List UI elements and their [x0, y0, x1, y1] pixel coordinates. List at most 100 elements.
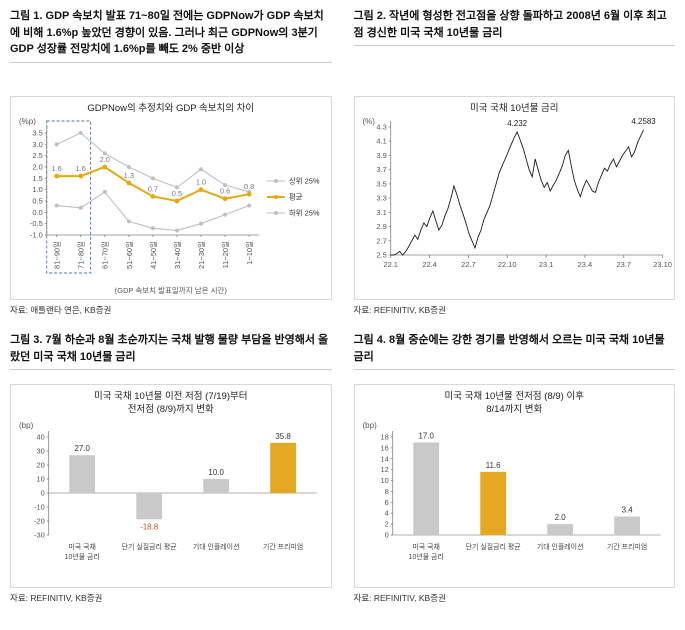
- svg-text:기간 프리미엄: 기간 프리미엄: [606, 542, 646, 551]
- svg-text:-30: -30: [34, 530, 45, 539]
- figure-3-unit-label: (bp): [19, 421, 34, 430]
- svg-text:1.6: 1.6: [76, 164, 86, 173]
- svg-text:-1.0: -1.0: [30, 230, 43, 239]
- svg-text:10년물 금리: 10년물 금리: [65, 552, 100, 561]
- svg-text:0.7: 0.7: [148, 184, 158, 193]
- svg-text:21~30일: 21~30일: [197, 241, 206, 269]
- svg-text:23.7: 23.7: [616, 260, 630, 269]
- figure-1-title-area: 그림 1. GDP 속보치 발표 71~80일 전에는 GDPNow가 GDP …: [10, 8, 332, 96]
- svg-text:0.5: 0.5: [172, 189, 182, 198]
- svg-text:0: 0: [384, 530, 388, 539]
- svg-text:3.5: 3.5: [376, 179, 386, 188]
- svg-text:0.8: 0.8: [244, 182, 254, 191]
- figure-2-source: 자료: REFINITIV, KB증권: [353, 305, 446, 315]
- svg-text:23.10: 23.10: [653, 260, 672, 269]
- svg-text:기대 인플레이션: 기대 인플레이션: [536, 542, 583, 551]
- figure-3-chart-title: 미국 국채 10년물 이전 저점 (7/19)부터 전저점 (8/9)까지 변화: [94, 391, 248, 415]
- figure-3-title-area: 그림 3. 7월 하순과 8월 초순까지는 국채 발행 물량 부담을 반영해서 …: [10, 332, 332, 384]
- svg-text:2.5: 2.5: [32, 151, 42, 160]
- figure-4-source: 자료: REFINITIV, KB증권: [353, 593, 446, 603]
- svg-text:기간 프리미엄: 기간 프리미엄: [263, 542, 303, 551]
- svg-text:-0.5: -0.5: [30, 219, 43, 228]
- figure-1-unit-label: (%p): [19, 117, 36, 126]
- svg-text:1.0: 1.0: [196, 178, 206, 187]
- svg-text:10: 10: [36, 474, 44, 483]
- svg-text:12: 12: [380, 465, 388, 474]
- figure-1-xaxis-note: (GDP 속보치 발표일까지 남은 시간): [114, 286, 227, 295]
- figure-2-chart-title: 미국 국채 10년물 금리: [470, 103, 559, 114]
- report-page: 그림 1. GDP 속보치 발표 71~80일 전에는 GDPNow가 GDP …: [10, 8, 675, 604]
- svg-text:2.7: 2.7: [376, 236, 386, 245]
- svg-text:81~90일: 81~90일: [53, 241, 62, 269]
- svg-text:11~20일: 11~20일: [221, 241, 230, 269]
- svg-text:71~80일: 71~80일: [77, 241, 86, 269]
- svg-text:27.0: 27.0: [74, 444, 90, 453]
- svg-text:기대 인플레이션: 기대 인플레이션: [193, 542, 240, 551]
- figure-4-chart: 미국 국채 10년물 전저점 (8/9) 이후 8/14까지 변화 (bp) 1…: [353, 384, 675, 588]
- svg-text:0.6: 0.6: [220, 187, 230, 196]
- svg-text:4.3: 4.3: [376, 122, 386, 131]
- figure-3: 그림 3. 7월 하순과 8월 초순까지는 국채 발행 물량 부담을 반영해서 …: [10, 332, 332, 604]
- svg-text:14: 14: [380, 454, 388, 463]
- svg-text:4.2583: 4.2583: [631, 117, 656, 126]
- figure-1-chart: GDPNow의 추정치와 GDP 속보치의 차이 (%p) 3.5 3.0 2.5 2…: [10, 96, 332, 300]
- svg-text:17.0: 17.0: [418, 431, 434, 440]
- svg-text:평균: 평균: [289, 191, 303, 201]
- svg-text:4.1: 4.1: [376, 137, 386, 146]
- svg-text:40: 40: [36, 432, 44, 441]
- svg-text:41~50일: 41~50일: [149, 241, 158, 269]
- svg-text:-18.8: -18.8: [140, 522, 159, 531]
- svg-text:3.4: 3.4: [621, 505, 633, 514]
- svg-text:1.6: 1.6: [51, 164, 61, 173]
- svg-text:미국 국채: 미국 국채: [68, 542, 95, 551]
- svg-text:11.6: 11.6: [485, 461, 500, 470]
- svg-text:하위 25%: 하위 25%: [289, 207, 320, 217]
- svg-text:22.7: 22.7: [461, 260, 475, 269]
- svg-text:22.10: 22.10: [497, 260, 516, 269]
- figure-4: 그림 4. 8월 중순에는 강한 경기를 반영해서 오르는 미국 국채 10년물…: [353, 332, 675, 604]
- svg-text:51~60일: 51~60일: [125, 241, 134, 269]
- svg-text:16: 16: [380, 443, 388, 452]
- svg-text:1.3: 1.3: [124, 171, 134, 180]
- figure-3-chart: 미국 국채 10년물 이전 저점 (7/19)부터 전저점 (8/9)까지 변화…: [10, 384, 332, 588]
- svg-text:0.0: 0.0: [32, 208, 42, 217]
- figure-4-chart-title: 미국 국채 10년물 전저점 (8/9) 이후 8/14까지 변화: [444, 391, 584, 415]
- svg-text:8: 8: [384, 487, 388, 496]
- svg-text:10.0: 10.0: [208, 468, 224, 477]
- svg-text:1.5: 1.5: [32, 174, 42, 183]
- figure-4-title-area: 그림 4. 8월 중순에는 강한 경기를 반영해서 오르는 미국 국채 10년물…: [353, 332, 675, 384]
- svg-text:1~10일: 1~10일: [245, 241, 254, 265]
- svg-text:0: 0: [41, 488, 45, 497]
- svg-text:22.4: 22.4: [422, 260, 436, 269]
- figure-4-unit-label: (bp): [362, 421, 377, 430]
- svg-text:30: 30: [36, 446, 44, 455]
- svg-text:2.0: 2.0: [32, 162, 42, 171]
- svg-text:4: 4: [384, 509, 388, 518]
- figure-3-title: 그림 3. 7월 하순과 8월 초순까지는 국채 발행 물량 부담을 반영해서 …: [10, 332, 332, 370]
- svg-text:-10: -10: [34, 502, 45, 511]
- figure-2: 그림 2. 작년에 형성한 전고점을 상향 돌파하고 2008년 6월 이후 최…: [353, 8, 675, 316]
- svg-text:2: 2: [384, 520, 388, 529]
- svg-text:61~70일: 61~70일: [101, 241, 110, 269]
- figure-2-plot: 4.3 4.1 3.9 3.7 3.5 3.3 3.1 2.9 2.7 2.522.1 22.4 22…: [376, 117, 672, 269]
- svg-text:2.9: 2.9: [376, 222, 386, 231]
- svg-text:단기 실질금리 평균: 단기 실질금리 평균: [122, 542, 178, 551]
- figure-1-plot: 3.5 3.0 2.5 2.0 1.5 1.0 0.5 0.0 -0.5 -1.0 81~90일 71…: [30, 120, 320, 274]
- svg-text:22.1: 22.1: [383, 260, 397, 269]
- svg-text:단기 실질금리 평균: 단기 실질금리 평균: [465, 542, 521, 551]
- svg-text:0.5: 0.5: [32, 196, 42, 205]
- svg-text:3.3: 3.3: [376, 194, 386, 203]
- svg-text:10년물 금리: 10년물 금리: [408, 552, 443, 561]
- svg-text:20: 20: [36, 460, 44, 469]
- svg-text:2.5: 2.5: [376, 250, 386, 259]
- svg-text:1.0: 1.0: [32, 185, 42, 194]
- figure-2-unit-label: (%): [362, 117, 375, 126]
- svg-text:3.0: 3.0: [32, 140, 42, 149]
- svg-text:2.0: 2.0: [554, 513, 566, 522]
- figure-2-chart: 미국 국채 10년물 금리 (%) 4.3 4.1 3.9 3.7 3.5 3.3 3.1 2…: [353, 96, 675, 300]
- svg-text:3.5: 3.5: [32, 128, 42, 137]
- figure-1-title: 그림 1. GDP 속보치 발표 71~80일 전에는 GDPNow가 GDP …: [10, 8, 332, 63]
- figure-3-source: 자료: REFINITIV, KB증권: [10, 593, 103, 603]
